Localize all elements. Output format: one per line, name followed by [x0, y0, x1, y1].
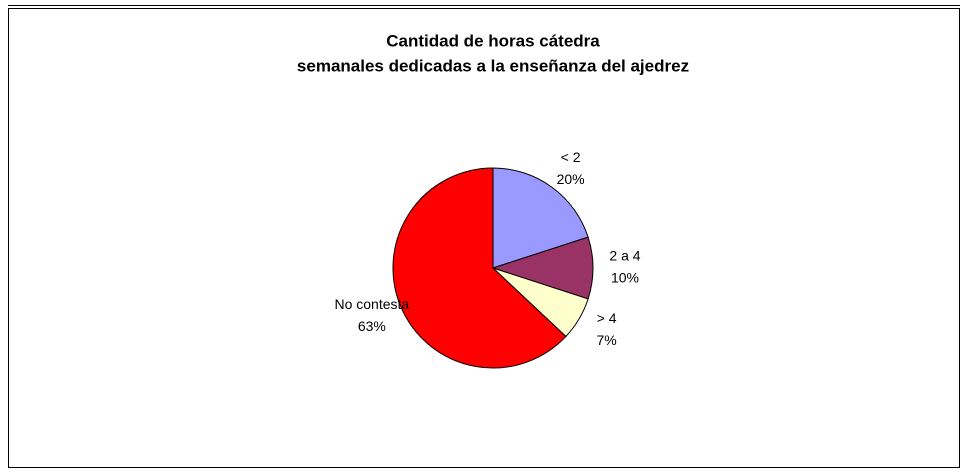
chart-title: Cantidad de horas cátedra: [386, 31, 600, 50]
slice-category-label: > 4: [597, 310, 617, 326]
chart-title: semanales dedicadas a la enseñanza del a…: [297, 56, 689, 75]
slice-value-label: 10%: [611, 270, 639, 286]
slice-category-label: < 2: [561, 149, 581, 165]
pie-slice: [392, 167, 567, 369]
slice-category-label: No contesta: [334, 296, 409, 312]
slice-value-label: 20%: [557, 171, 585, 187]
slice-category-label: 2 a 4: [609, 248, 640, 264]
pie-slice: [492, 167, 589, 269]
slice-value-label: 63%: [358, 318, 386, 334]
slice-value-label: 7%: [597, 332, 617, 348]
